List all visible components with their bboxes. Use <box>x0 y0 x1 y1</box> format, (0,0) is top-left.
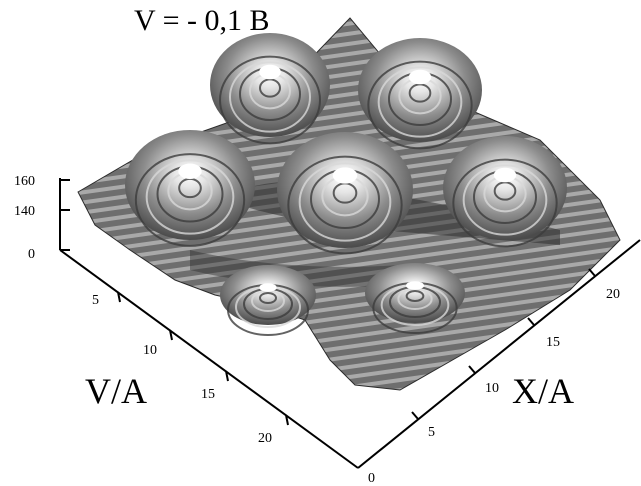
v-tick-label: 5 <box>92 293 99 308</box>
contour-ring <box>367 60 473 150</box>
x-axis <box>357 239 641 469</box>
x-tick-label: 0 <box>368 471 375 486</box>
contour-ring <box>298 162 392 242</box>
contour-ring <box>259 78 281 98</box>
z-tick-label: 140 <box>14 204 35 219</box>
contour-ring <box>452 158 558 248</box>
plot-title: V = - 0,1 B <box>134 4 270 37</box>
peak-highlight <box>259 64 281 80</box>
surface-peak <box>220 265 316 325</box>
contour-ring <box>229 61 311 133</box>
v-tick-label: 15 <box>201 387 215 402</box>
peak-highlight <box>406 281 424 290</box>
x-axis-label: X/A <box>512 371 574 411</box>
peak-highlight <box>493 167 517 183</box>
z-tick-label: 160 <box>14 174 35 189</box>
contour-ring <box>408 83 432 103</box>
v-axis-label: V/A <box>85 371 147 411</box>
v-tick-label: 20 <box>258 431 272 446</box>
v-tick-label: 10 <box>143 343 157 358</box>
surface-peak <box>443 136 567 240</box>
z-tick-label: 0 <box>28 247 35 262</box>
axes <box>59 178 641 469</box>
contour-ring <box>493 181 517 201</box>
x-tick-label: 20 <box>606 287 620 302</box>
peak-highlight <box>408 69 432 85</box>
surface-peaks <box>125 33 567 336</box>
surface-peak <box>358 38 482 142</box>
peak-highlight <box>332 167 358 184</box>
contour-ring <box>287 155 403 255</box>
contour-ring <box>462 164 548 236</box>
contour-ring <box>145 159 235 235</box>
contour-ring <box>219 55 321 145</box>
v-axis <box>59 249 359 469</box>
surface-peak <box>277 132 413 248</box>
peak-highlight <box>178 163 202 179</box>
surface-peak <box>365 263 465 323</box>
contour-ring <box>259 292 277 304</box>
surface-peak <box>125 130 255 240</box>
x-tick-label: 15 <box>546 335 560 350</box>
x-tick-label: 5 <box>428 425 435 440</box>
surface-peak <box>210 33 330 137</box>
x-tick-label: 10 <box>485 381 499 396</box>
contour-ring <box>134 153 246 247</box>
contour-ring <box>405 290 425 302</box>
peak-highlight <box>259 283 277 292</box>
contour-ring <box>377 66 463 138</box>
